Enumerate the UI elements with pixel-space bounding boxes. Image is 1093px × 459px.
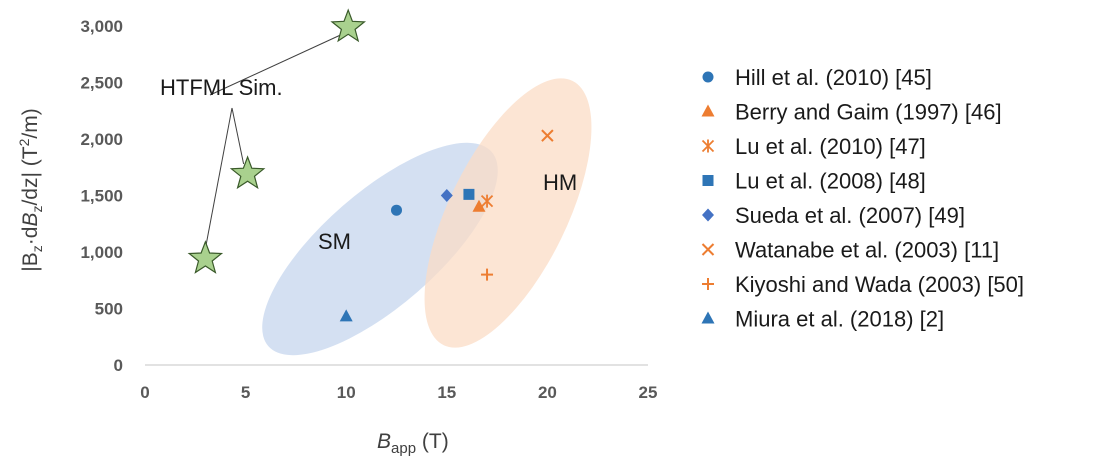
sim-star-point <box>229 155 266 190</box>
legend-marker <box>702 278 714 290</box>
x-axis-title-main: B <box>377 430 391 453</box>
data-point <box>440 189 453 202</box>
data-point <box>339 309 353 322</box>
legend: Hill et al. (2010) [45] Berry and Gaim (1… <box>701 65 1024 332</box>
legend-item: Hill et al. (2010) [45] <box>702 65 932 90</box>
sim-leader-lines <box>204 34 341 249</box>
sim-star-point <box>187 240 224 274</box>
y-axis-title-p1: |B <box>19 252 42 271</box>
sim-leader-line <box>231 107 245 165</box>
legend-item: Berry and Gaim (1997) [46] <box>701 100 1002 125</box>
y-tick-label: 1,500 <box>80 187 123 206</box>
legend-label: Miura et al. (2018) [2] <box>735 307 944 332</box>
sim-star-point <box>330 8 367 43</box>
legend-item: Watanabe et al. (2003) [11] <box>701 238 999 263</box>
legend-marker <box>701 243 715 256</box>
sim-leader-line <box>204 107 233 249</box>
y-axis-title-p5: /m) <box>19 108 42 138</box>
x-tick-label: 15 <box>437 383 456 402</box>
data-point <box>541 129 554 142</box>
y-axis-title-s1: z <box>29 245 45 252</box>
hm-label: HM <box>543 170 577 195</box>
x-axis-title: Bapp (T) <box>377 430 449 457</box>
data-point <box>481 268 494 281</box>
y-tick-label: 2,000 <box>80 130 123 149</box>
data-point <box>463 188 475 200</box>
y-axis-title-p4: /dz| (T <box>19 146 42 205</box>
legend-label: Berry and Gaim (1997) [46] <box>735 100 1002 125</box>
x-axis-title-sub: app <box>391 440 416 457</box>
legend-item: Lu et al. (2010) [47] <box>701 134 926 159</box>
y-tick-label: 3,000 <box>80 17 123 36</box>
x-tick-label: 10 <box>337 383 356 402</box>
y-axis-title: |Bz·dBz/dz| (T2/m) <box>16 108 45 271</box>
x-tick-label: 5 <box>241 383 250 402</box>
x-tick-labels: 0 5 10 15 20 25 <box>140 383 657 402</box>
data-points <box>187 8 554 322</box>
legend-label: Lu et al. (2008) [48] <box>735 169 926 194</box>
x-tick-label: 25 <box>639 383 658 402</box>
y-tick-label: 1,000 <box>80 243 123 262</box>
legend-marker <box>702 208 714 222</box>
legend-item: Kiyoshi and Wada (2003) [50] <box>702 272 1024 297</box>
x-axis-title-unit: (T) <box>416 430 449 453</box>
legend-label: Hill et al. (2010) [45] <box>735 65 932 90</box>
hm-region-ellipse <box>424 78 592 348</box>
legend-label: Kiyoshi and Wada (2003) [50] <box>735 272 1024 297</box>
legend-marker <box>701 311 715 324</box>
legend-marker <box>702 71 714 83</box>
sm-label: SM <box>318 229 351 254</box>
data-point <box>472 199 486 212</box>
sim-label: HTFML Sim. <box>160 75 283 100</box>
y-axis-title-sup: 2 <box>16 138 32 146</box>
legend-marker <box>701 139 715 153</box>
regions <box>262 78 592 356</box>
legend-item: Lu et al. (2008) [48] <box>702 169 926 194</box>
legend-label: Lu et al. (2010) [47] <box>735 134 926 159</box>
annotations: HTFML Sim. SM HM <box>160 75 577 254</box>
y-axis-title-p3: B <box>19 213 42 227</box>
legend-marker <box>701 104 715 117</box>
legend-marker <box>702 175 714 186</box>
y-tick-label: 0 <box>114 356 123 375</box>
y-tick-label: 2,500 <box>80 74 123 93</box>
legend-label: Watanabe et al. (2003) [11] <box>735 238 999 263</box>
data-point <box>391 204 402 216</box>
x-tick-label: 20 <box>538 383 557 402</box>
legend-label: Sueda et al. (2007) [49] <box>735 203 965 228</box>
data-point <box>480 194 494 208</box>
y-tick-label: 500 <box>95 300 123 319</box>
y-axis-title-s2: z <box>29 206 45 213</box>
sm-region-ellipse <box>262 142 498 356</box>
y-tick-labels: 0 500 1,000 1,500 2,000 2,500 3,000 <box>80 17 123 375</box>
sim-leader-line <box>209 34 341 96</box>
legend-item: Miura et al. (2018) [2] <box>701 307 944 332</box>
y-axis-title-p2: ·d <box>19 227 42 246</box>
legend-item: Sueda et al. (2007) [49] <box>702 203 965 228</box>
x-tick-label: 0 <box>140 383 149 402</box>
